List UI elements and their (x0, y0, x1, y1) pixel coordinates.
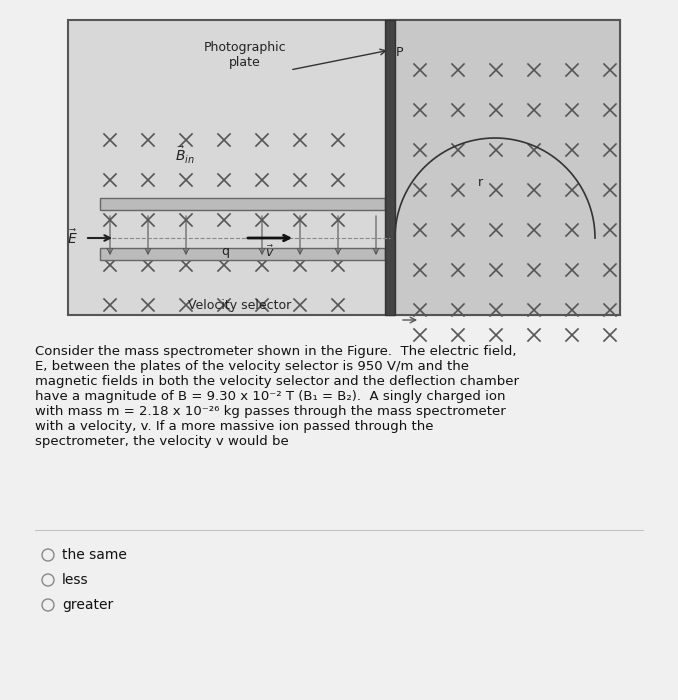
Text: $\vec{v}$: $\vec{v}$ (265, 244, 275, 260)
Text: P: P (396, 46, 403, 59)
Text: $\vec{E}$: $\vec{E}$ (67, 229, 78, 247)
Text: r: r (477, 176, 483, 190)
Text: Photographic
plate: Photographic plate (203, 41, 286, 69)
Text: q: q (221, 246, 229, 258)
Text: the same: the same (62, 548, 127, 562)
Text: greater: greater (62, 598, 113, 612)
Bar (100, 198, 385, 210)
Text: less: less (62, 573, 89, 587)
Text: Velocity selector: Velocity selector (188, 298, 292, 312)
Bar (385, 20, 395, 315)
Bar (100, 248, 385, 260)
Text: $\vec{B}_{in}$: $\vec{B}_{in}$ (175, 144, 195, 165)
Bar (68, 20, 620, 315)
Text: Consider the mass spectrometer shown in the Figure.  The electric field,
E, betw: Consider the mass spectrometer shown in … (35, 345, 519, 448)
Bar (390, 20, 620, 315)
